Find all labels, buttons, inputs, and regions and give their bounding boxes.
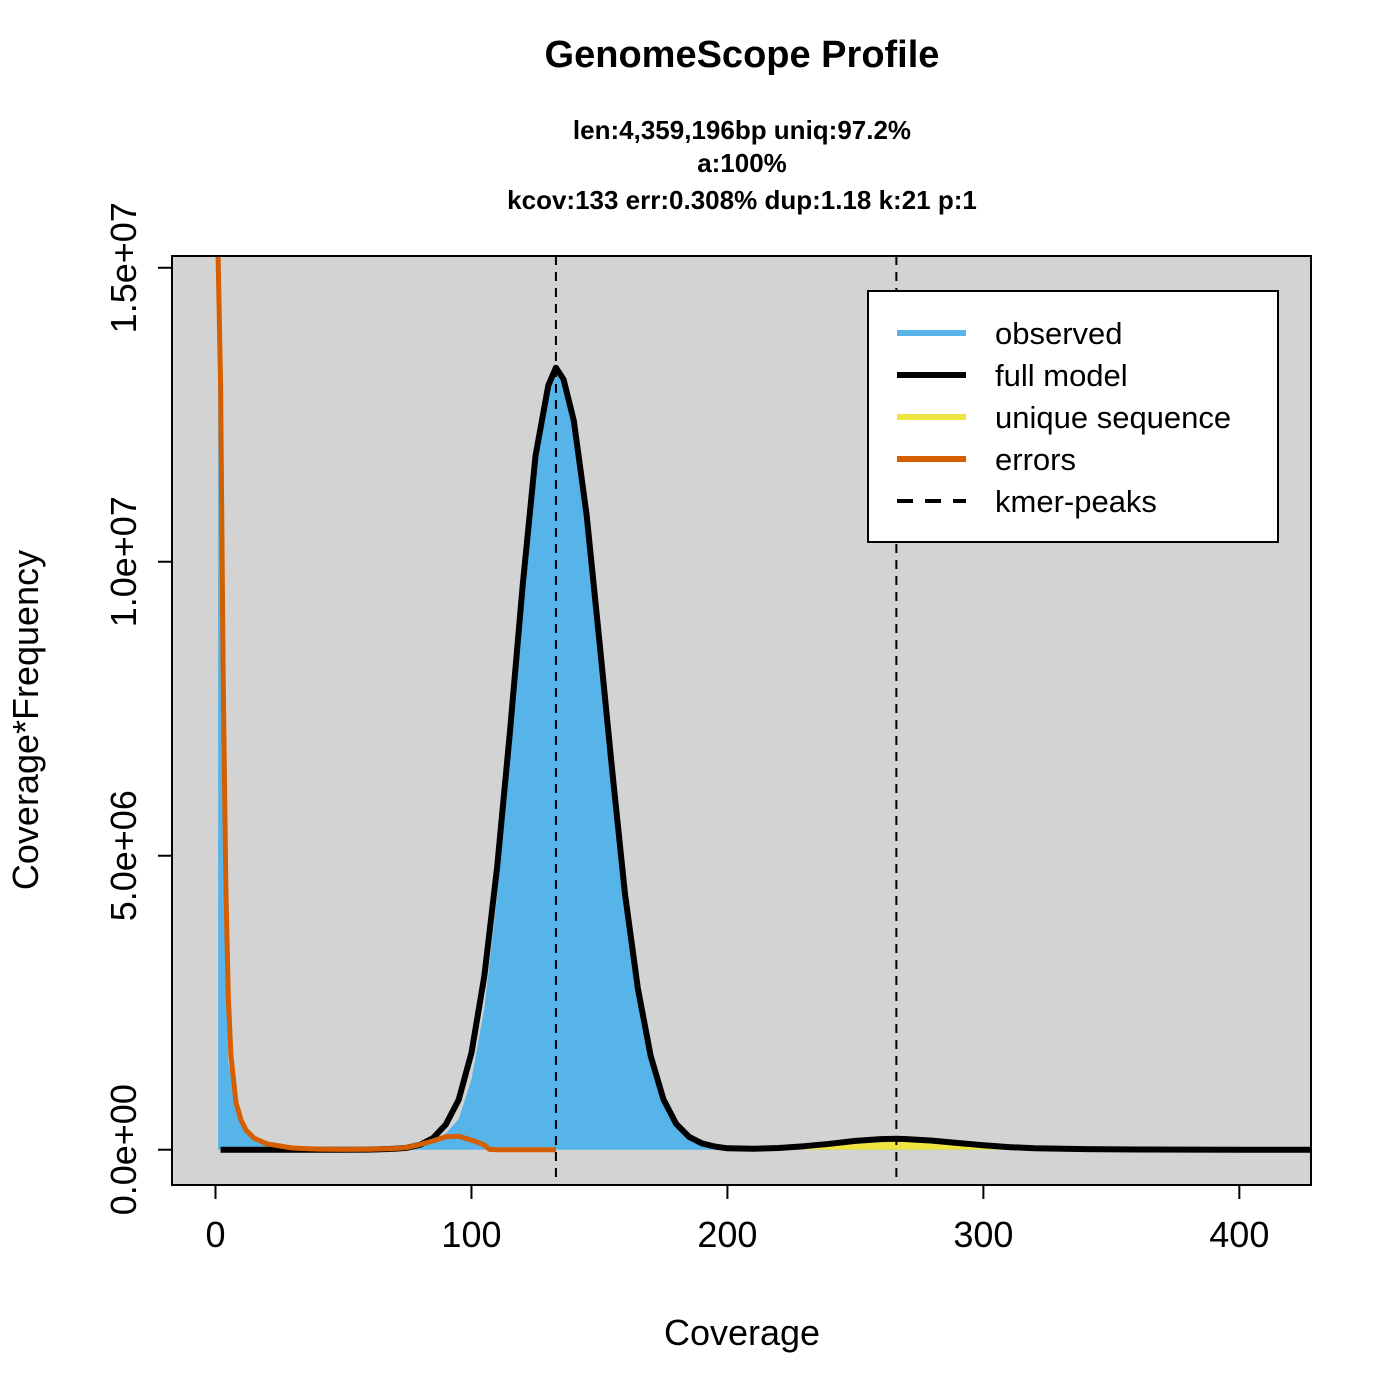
x-tick-label-100: 100 [441, 1214, 501, 1255]
x-tick-label-400: 400 [1209, 1214, 1269, 1255]
series-errors-line [215, 256, 556, 1153]
chart-title: GenomeScope Profile [545, 34, 940, 76]
subtitle-line-3: kcov:133 err:0.308% dup:1.18 k:21 p:1 [507, 185, 977, 215]
legend-label-full-model: full model [995, 358, 1128, 393]
y-tick-label-2: 1.0e+07 [103, 496, 144, 627]
y-tick-label-0: 0.0e+00 [103, 1084, 144, 1215]
legend-label-observed: observed [995, 316, 1123, 351]
subtitle-line-1: len:4,359,196bp uniq:97.2% [573, 115, 911, 145]
x-axis-label: Coverage [664, 1312, 820, 1353]
legend-label-unique-sequence: unique sequence [995, 400, 1231, 435]
y-axis-label: Coverage*Frequency [5, 550, 46, 890]
kmer-peak-lines [554, 256, 898, 1185]
subtitle-line-2: a:100% [697, 148, 787, 178]
x-tick-label-0: 0 [205, 1214, 225, 1255]
x-tick-label-200: 200 [697, 1214, 757, 1255]
y-tick-label-3: 1.5e+07 [103, 202, 144, 333]
x-axis: 0 100 200 300 400 [205, 1184, 1269, 1255]
y-tick-label-1: 5.0e+06 [103, 790, 144, 921]
y-axis: 0.0e+00 5.0e+06 1.0e+07 1.5e+07 [103, 202, 173, 1215]
legend-label-kmer-peaks: kmer-peaks [995, 484, 1157, 519]
legend: observed full model unique sequence errors k… [867, 290, 1279, 543]
x-tick-label-300: 300 [953, 1214, 1013, 1255]
legend-label-errors: errors [995, 442, 1076, 477]
chart-marks [215, 256, 1311, 1153]
